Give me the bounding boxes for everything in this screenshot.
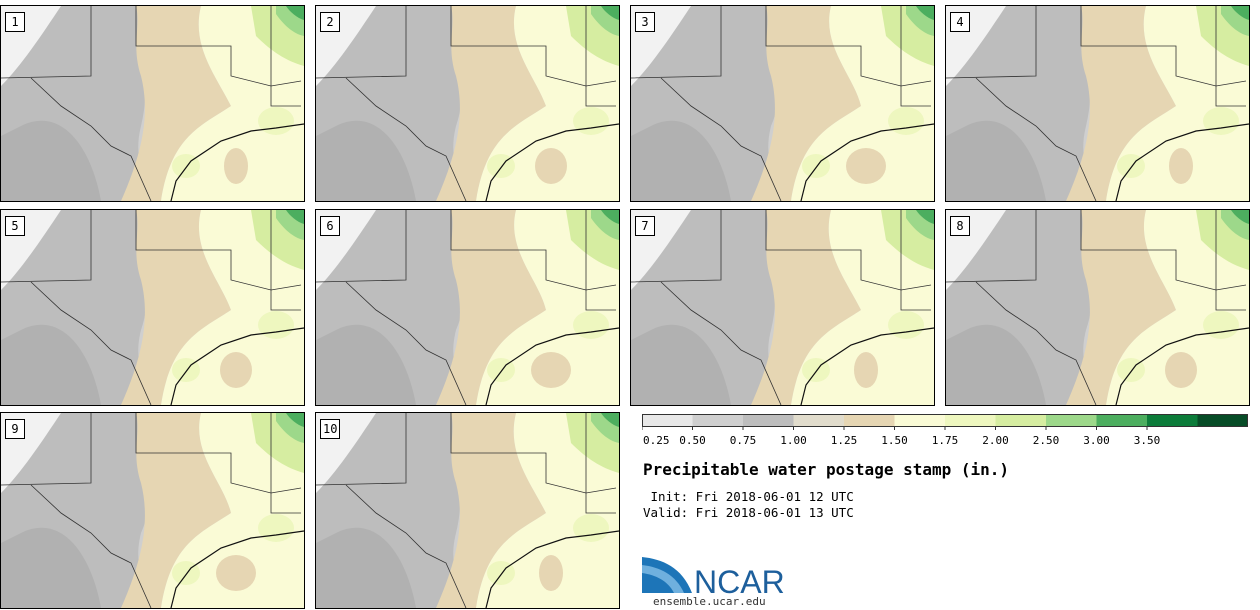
colorbar-frame (642, 414, 1248, 427)
init-time: Init: Fri 2018-06-01 12 UTC (643, 489, 854, 504)
valid-time: Valid: Fri 2018-06-01 13 UTC (643, 505, 854, 520)
colorbar-tick-label: 2.50 (1033, 434, 1060, 447)
colorbar-tick-label: 3.50 (1134, 434, 1161, 447)
stamp-panel-5: 5 (0, 209, 305, 406)
stamp-label: 8 (950, 216, 970, 236)
stamp-panel-9: 9 (0, 412, 305, 609)
colorbar-tick-label: 0.75 (730, 434, 757, 447)
ncar-logo: NCAR (642, 557, 785, 600)
colorbar-bin (894, 414, 946, 427)
stamp-label: 10 (320, 419, 341, 439)
colorbar-bin (692, 414, 744, 427)
colorbar-legend: 0.25 0.50 0.75 1.00 1.25 1.50 1.75 2.00 2.50 3.00… (642, 414, 1248, 450)
precipitable-water-map (631, 6, 934, 201)
colorbar-bin (743, 414, 794, 427)
colorbar-tick-label: 3.00 (1083, 434, 1110, 447)
colorbar-bin (844, 414, 895, 427)
stamp-panel-6: 6 (315, 209, 620, 406)
colorbar-bin (1147, 414, 1198, 427)
precipitable-water-map (946, 210, 1249, 405)
colorbar-bin (945, 414, 996, 427)
precipitable-water-map (316, 413, 619, 608)
stamp-panel-1: 1 (0, 5, 305, 202)
precipitable-water-map (316, 210, 619, 405)
precipitable-water-map (316, 6, 619, 201)
colorbar-tick-label: 1.75 (932, 434, 959, 447)
precipitable-water-map (1, 6, 304, 201)
stamp-panel-4: 4 (945, 5, 1250, 202)
colorbar-tick-label: 2.00 (982, 434, 1009, 447)
colorbar-tick-label: 1.25 (831, 434, 858, 447)
stamp-panel-3: 3 (630, 5, 935, 202)
stamp-label: 2 (320, 12, 340, 32)
colorbar-tick-label: 0.50 (679, 434, 706, 447)
precipitable-water-map (1, 210, 304, 405)
stamp-label: 7 (635, 216, 655, 236)
chart-title: Precipitable water postage stamp (in.) (643, 460, 1010, 479)
colorbar-bin (793, 414, 845, 427)
colorbar: 0.25 0.50 0.75 1.00 1.25 1.50 1.75 2.00 2.50 3.00… (642, 414, 1248, 447)
precipitable-water-map (1, 413, 304, 608)
stamp-label: 3 (635, 12, 655, 32)
colorbar-bin (1046, 414, 1097, 427)
colorbar-bin (995, 414, 1047, 427)
stamp-panel-2: 2 (315, 5, 620, 202)
logo-url: ensemble.ucar.edu (653, 595, 766, 608)
precipitable-water-map (631, 210, 934, 405)
stamp-label: 1 (5, 12, 25, 32)
colorbar-bin (642, 414, 693, 427)
colorbar-tick-label: 1.50 (881, 434, 908, 447)
stamp-panel-7: 7 (630, 209, 935, 406)
precipitable-water-map (946, 6, 1249, 201)
stamp-label: 4 (950, 12, 970, 32)
stamp-panel-8: 8 (945, 209, 1250, 406)
stamp-panel-10: 10 (315, 412, 620, 609)
colorbar-tick-label: 0.25 (643, 434, 670, 447)
colorbar-tick-label: 1.00 (780, 434, 807, 447)
colorbar-bin (1096, 414, 1148, 427)
logo-text: NCAR (694, 564, 785, 600)
stamp-label: 5 (5, 216, 25, 236)
colorbar-bin (1197, 414, 1248, 427)
stamp-label: 6 (320, 216, 340, 236)
stamp-label: 9 (5, 419, 25, 439)
